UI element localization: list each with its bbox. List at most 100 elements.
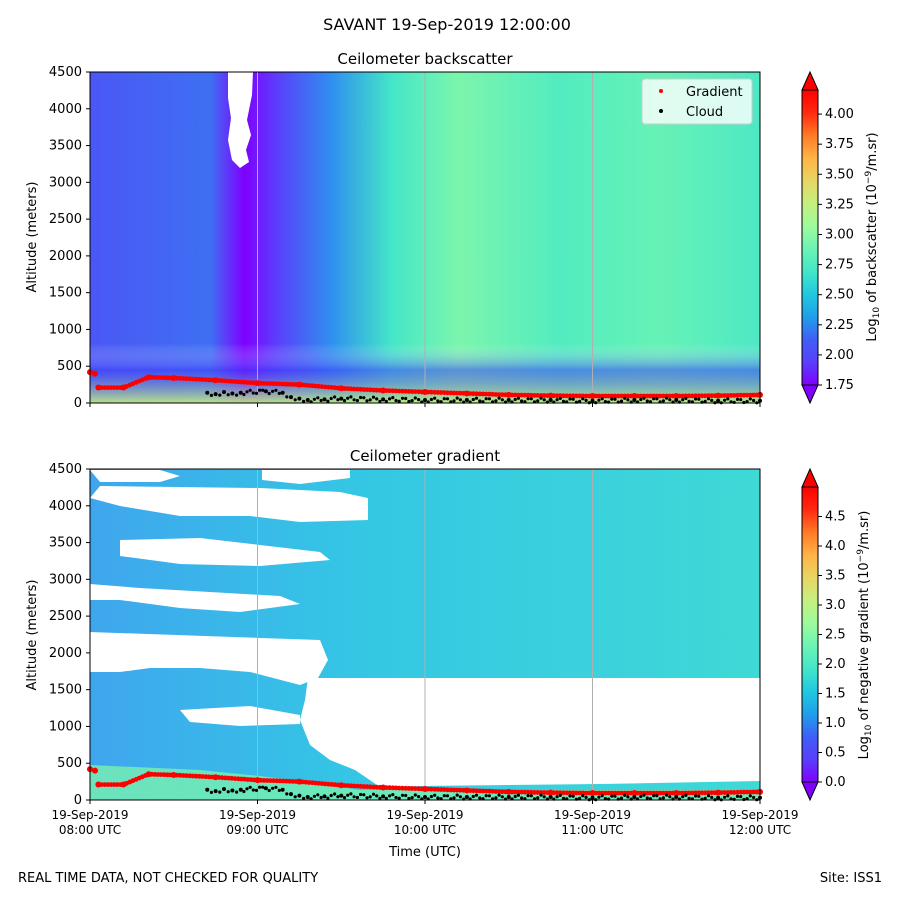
gradient-xlabel: Time (UTC) <box>388 845 461 860</box>
cloud-marker <box>748 397 752 401</box>
cloud-marker <box>652 397 656 401</box>
cloud-marker <box>674 795 679 800</box>
cloud-marker <box>400 793 405 797</box>
cloud-marker <box>274 785 278 789</box>
cloud-marker <box>668 398 672 402</box>
cloud-marker <box>723 795 727 799</box>
cloud-marker <box>745 797 749 801</box>
cloud-marker <box>455 396 459 400</box>
gradient-missing-data-region <box>262 470 350 484</box>
gradient-marker <box>686 393 692 399</box>
cloud-marker <box>222 786 226 791</box>
cloud-marker <box>277 391 281 395</box>
cloud-marker <box>506 795 511 800</box>
gradient-marker <box>92 767 99 774</box>
cloud-marker <box>600 794 604 798</box>
cloud-marker <box>293 795 297 799</box>
gradient-missing-data-region <box>180 706 300 726</box>
cloud-marker <box>645 796 649 800</box>
cloud-marker <box>548 398 553 403</box>
cloud-marker <box>487 397 491 401</box>
cloud-marker <box>371 792 376 796</box>
cloud-marker <box>526 794 530 798</box>
gradient-marker <box>564 393 570 399</box>
cloud-marker <box>381 794 386 799</box>
y-tick-label: 3500 <box>49 536 82 551</box>
cloud-marker <box>352 795 356 799</box>
y-tick-label: 1000 <box>49 322 82 337</box>
cloud-marker <box>536 399 540 403</box>
cloud-marker <box>558 793 562 798</box>
cloud-marker <box>655 397 659 401</box>
cloud-marker <box>590 398 595 403</box>
colorbar-tick-label: 4.0 <box>825 539 846 554</box>
cloud-marker <box>520 796 524 800</box>
cloud-marker <box>661 399 666 403</box>
cloud-marker <box>261 785 265 789</box>
backscatter-missing-data-gap <box>228 72 253 168</box>
cloud-marker <box>394 795 398 800</box>
gradient-marker <box>612 790 618 796</box>
y-tick-label: 500 <box>57 359 82 374</box>
colorbar-tick-label: 1.0 <box>825 716 846 731</box>
legend-box <box>641 78 753 125</box>
cloud-marker <box>684 793 688 798</box>
colorbar-frame <box>801 89 819 386</box>
backscatter-colorbar-label: Log10 of backscatter (10−9/m.sr) <box>864 132 882 341</box>
cloud-marker <box>568 397 572 401</box>
y-tick-label: 1500 <box>49 683 82 698</box>
cloud-marker <box>748 794 752 798</box>
cloud-marker <box>506 398 511 403</box>
cloud-marker <box>404 793 408 798</box>
cloud-marker <box>305 398 310 403</box>
cloud-marker <box>732 797 736 802</box>
gradient-missing-data-region <box>90 486 368 522</box>
cloud-marker <box>319 398 323 403</box>
x-tick-label: 19-Sep-2019 10:00 UTC <box>386 808 463 837</box>
cloud-marker <box>280 787 285 792</box>
cloud-marker <box>302 796 306 800</box>
cloud-marker <box>497 793 501 797</box>
cloud-marker <box>271 786 275 790</box>
cloud-marker <box>665 793 669 797</box>
legend-cloud-marker <box>659 109 663 113</box>
cloud-marker <box>571 397 575 401</box>
cloud-marker <box>254 391 259 395</box>
cloud-marker <box>297 793 302 798</box>
cloud-marker <box>542 398 546 402</box>
cloud-marker <box>375 397 379 401</box>
figure-title: SAVANT 19-Sep-2019 12:00:00 <box>323 15 571 34</box>
cloud-marker <box>590 795 595 800</box>
cloud-marker <box>442 397 446 401</box>
cloud-marker <box>681 398 685 402</box>
gradient-marker <box>625 393 631 399</box>
cloud-marker <box>391 396 395 400</box>
colorbar-fill <box>802 90 818 385</box>
cloud-marker <box>578 399 582 403</box>
cloud-marker <box>464 795 469 800</box>
cloud-marker <box>404 396 408 401</box>
cloud-marker <box>536 796 540 800</box>
cloud-marker <box>723 398 727 402</box>
cloud-marker <box>539 396 543 400</box>
colorbar-tick-label: 3.75 <box>825 137 854 152</box>
gradient-title: Ceilometer gradient <box>350 447 500 465</box>
cloud-marker <box>235 393 239 397</box>
cloud-marker <box>329 793 333 798</box>
cloud-marker <box>694 397 698 401</box>
colorbar-tick-label: 4.5 <box>825 510 846 525</box>
gradient-marker <box>596 393 602 399</box>
cloud-marker <box>394 398 398 403</box>
cloud-marker <box>333 395 337 399</box>
cloud-marker <box>610 794 614 798</box>
cloud-marker <box>529 794 533 798</box>
cloud-marker <box>478 796 482 800</box>
cloud-marker <box>413 793 417 797</box>
cloud-marker <box>603 797 608 801</box>
cloud-marker <box>209 393 213 397</box>
colorbar-tick-label: 1.5 <box>825 687 846 702</box>
cloud-marker <box>471 397 475 402</box>
cloud-marker <box>584 398 588 402</box>
colorbar-extend-max <box>801 70 819 91</box>
cloud-marker <box>578 796 582 801</box>
